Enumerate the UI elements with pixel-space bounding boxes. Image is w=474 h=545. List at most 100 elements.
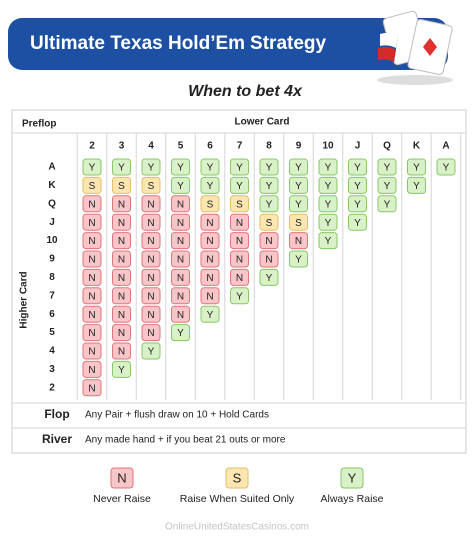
cell-value: Y [207, 181, 214, 192]
cell-box [141, 342, 161, 360]
cell-value: N [118, 236, 125, 247]
cell-value: N [118, 328, 125, 339]
column-label: 7 [237, 141, 243, 152]
cell-box [171, 158, 190, 176]
cell-box [171, 195, 190, 213]
row-label: 4 [49, 346, 55, 357]
cell-value: N [147, 328, 154, 339]
strategy-grid: 2 3 4 5 6 7 8 9 10 J Q K AA Y Y Y Y Y Y Y Y Y Y Y Y YK S S S Y Y Y Y Y Y Y Y… [12, 132, 466, 400]
cell-box [112, 342, 131, 360]
cell-value: Y [177, 181, 184, 192]
cell-box [348, 158, 367, 176]
cell-box [171, 250, 190, 268]
cell-value: Y [354, 163, 361, 174]
cell-box [112, 158, 131, 176]
row-label: 2 [49, 382, 55, 393]
cell-box [230, 232, 249, 250]
cell-box [377, 176, 397, 194]
note-text: Any made hand + if you beat 21 outs or m… [85, 435, 286, 446]
cell-value: Y [413, 181, 420, 192]
cell-box [82, 305, 102, 323]
cell-box [348, 195, 367, 213]
cell-box [82, 379, 102, 397]
cell-value: N [118, 273, 125, 284]
cell-value: N [236, 273, 243, 284]
cell-box [289, 195, 308, 213]
row-label: 7 [49, 290, 55, 301]
cell-box [141, 305, 161, 323]
column-label: A [442, 141, 449, 152]
cell-box [318, 213, 338, 231]
cell-value: Y [325, 236, 332, 247]
cell-value: Y [118, 365, 125, 376]
column-label: 8 [266, 141, 272, 152]
cell-value: Y [384, 199, 391, 210]
legend-swatch [110, 467, 134, 489]
cell-box [112, 268, 131, 286]
cell-value: N [147, 255, 154, 266]
cell-box [259, 213, 279, 231]
cell-value: N [88, 291, 95, 302]
cell-value: Y [295, 181, 302, 192]
cell-value: Y [236, 181, 243, 192]
column-label: 9 [296, 141, 302, 152]
cell-value: Y [384, 163, 391, 174]
cell-value: Y [384, 181, 391, 192]
cell-box [82, 232, 102, 250]
row-label: 6 [49, 309, 55, 320]
cell-value: Y [177, 328, 184, 339]
cell-box [230, 158, 249, 176]
cell-value: Y [89, 163, 96, 174]
cell-box [200, 305, 220, 323]
column-label: Q [383, 141, 391, 152]
cell-box [171, 305, 190, 323]
cell-box [141, 287, 161, 305]
subtitle: When to bet 4x [188, 83, 303, 100]
cell-box [318, 176, 338, 194]
cell-box [289, 250, 308, 268]
cell-value: N [177, 218, 184, 229]
cell-value: N [147, 291, 154, 302]
cell-value: N [147, 199, 154, 210]
cell-value: Y [295, 255, 302, 266]
cell-value: S [207, 199, 214, 210]
row-label: 9 [49, 254, 55, 265]
cell-value: N [118, 218, 125, 229]
cell-box [82, 250, 102, 268]
legend-swatch [225, 467, 249, 489]
row-label: 3 [49, 364, 55, 375]
cell-value: Y [207, 310, 214, 321]
cell-value: N [236, 218, 243, 229]
row-label: J [49, 217, 55, 228]
cell-value: N [206, 273, 213, 284]
table-frame [11, 109, 467, 454]
cell-box [112, 250, 131, 268]
cell-box [171, 213, 190, 231]
cell-value: N [88, 218, 95, 229]
cell-box [407, 158, 426, 176]
cell-value: S [89, 181, 96, 192]
cell-value: N [177, 310, 184, 321]
cell-box [112, 324, 131, 342]
cell-value: N [265, 236, 272, 247]
cell-box [112, 195, 131, 213]
cell-box [82, 360, 102, 378]
column-label: 6 [207, 141, 213, 152]
cell-value: N [118, 291, 125, 302]
row-axis-label: Higher Card [19, 271, 30, 328]
cell-value: Y [354, 181, 361, 192]
cell-box [171, 287, 190, 305]
cell-box [200, 268, 220, 286]
cell-box [200, 232, 220, 250]
cell-box [171, 268, 190, 286]
cell-box [82, 213, 102, 231]
column-label: 4 [148, 141, 154, 152]
cell-box [289, 213, 308, 231]
cell-box [289, 176, 308, 194]
legend-label: Always Raise [320, 493, 383, 505]
cell-box [141, 176, 161, 194]
notes: Flop Any Pair + flush draw on 10 + Hold C… [12, 402, 466, 446]
cell-value: N [118, 199, 125, 210]
cell-box [259, 268, 279, 286]
